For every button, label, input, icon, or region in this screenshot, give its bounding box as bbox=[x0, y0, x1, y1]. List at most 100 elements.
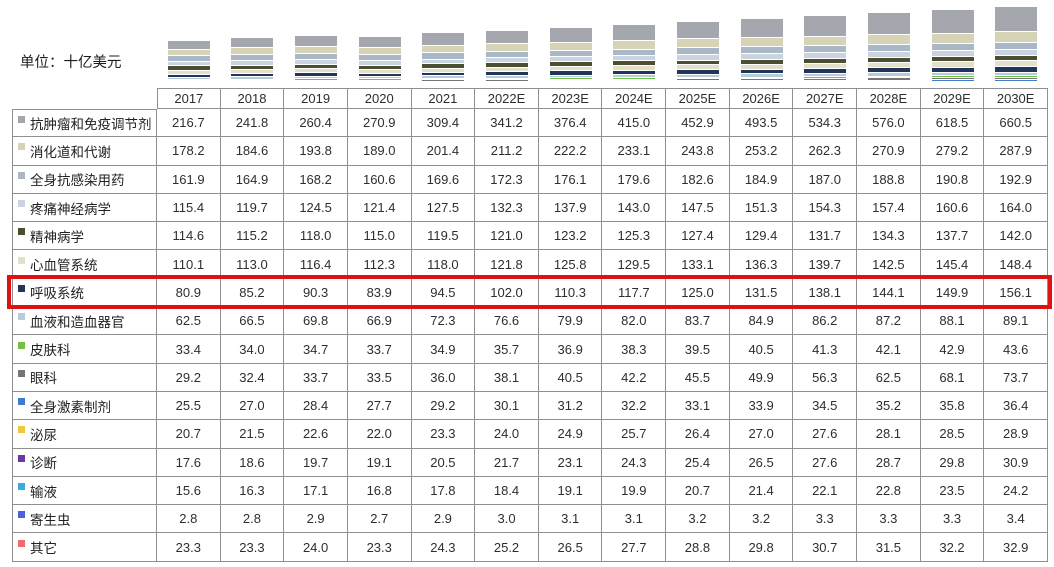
year-header-2024E: 2024E bbox=[602, 88, 667, 109]
value-cell: 134.3 bbox=[857, 222, 921, 251]
value-cell: 30.1 bbox=[475, 391, 539, 421]
value-cell: 161.9 bbox=[157, 165, 221, 194]
bar-segment bbox=[167, 83, 210, 85]
value-cell: 66.5 bbox=[220, 307, 285, 336]
value-cell: 23.3 bbox=[411, 420, 476, 449]
year-header-2017: 2017 bbox=[157, 88, 221, 109]
bar-segment bbox=[358, 84, 401, 85]
bar-segment bbox=[231, 81, 274, 83]
value-cell: 30.9 bbox=[984, 448, 1048, 477]
value-cell: 576.0 bbox=[857, 109, 921, 138]
bar-segment bbox=[613, 60, 656, 66]
bar-segment bbox=[167, 82, 210, 84]
bar-segment bbox=[486, 79, 529, 81]
value-cell: 33.5 bbox=[347, 363, 412, 392]
bar-segment bbox=[358, 60, 401, 65]
bar-segment bbox=[676, 83, 719, 84]
bar-segment bbox=[613, 74, 656, 78]
value-cell: 33.9 bbox=[729, 391, 794, 421]
bar-segment bbox=[422, 52, 465, 59]
bar-segment bbox=[995, 83, 1038, 85]
bar-segment bbox=[486, 82, 529, 84]
value-cell: 127.5 bbox=[411, 193, 476, 223]
year-header-2025E: 2025E bbox=[666, 88, 730, 109]
value-cell: 154.3 bbox=[793, 193, 858, 223]
bar bbox=[167, 40, 210, 85]
bar bbox=[995, 7, 1038, 85]
bar-segment bbox=[295, 75, 338, 79]
value-cell: 15.6 bbox=[157, 476, 221, 506]
bar-segment bbox=[231, 47, 274, 55]
series-marker-icon bbox=[18, 171, 25, 179]
value-cell: 188.8 bbox=[857, 165, 921, 194]
bar-segment bbox=[486, 80, 529, 82]
bar-segment bbox=[867, 75, 910, 78]
bar-segment bbox=[995, 76, 1038, 80]
value-cell: 618.5 bbox=[920, 109, 985, 138]
value-cell: 21.5 bbox=[220, 420, 285, 449]
bar-segment bbox=[740, 77, 783, 80]
table-row: 诊断 17.6 18.6 19.7 19.1 20.5 21.7 23.1 24.3 25.4 26… bbox=[12, 448, 1048, 477]
bar-segment bbox=[231, 54, 274, 61]
value-cell: 23.3 bbox=[347, 533, 412, 562]
value-cell: 82.0 bbox=[602, 307, 667, 336]
value-cell: 35.8 bbox=[920, 391, 985, 421]
value-cell: 24.3 bbox=[411, 533, 476, 562]
value-cell: 136.3 bbox=[729, 250, 794, 279]
value-cell: 28.7 bbox=[857, 448, 921, 477]
year-header-row: 2017 2018 2019 2020 2021 2022E 2023E 2024E 2025E… bbox=[12, 88, 1048, 109]
value-cell: 131.7 bbox=[793, 222, 858, 251]
value-cell: 41.3 bbox=[793, 335, 858, 364]
bar-segment bbox=[295, 80, 338, 82]
bar-segment bbox=[549, 56, 592, 62]
bar-segment bbox=[358, 37, 401, 48]
stacked-bar-2017 bbox=[157, 4, 221, 88]
bar-segment bbox=[486, 62, 529, 67]
value-cell: 32.4 bbox=[220, 363, 285, 392]
bar-segment bbox=[804, 67, 847, 73]
bar-segment bbox=[995, 55, 1038, 61]
value-cell: 279.2 bbox=[920, 137, 985, 166]
bar-segment bbox=[804, 62, 847, 68]
bar-segment bbox=[486, 71, 529, 75]
value-cell: 110.1 bbox=[157, 250, 221, 279]
bar bbox=[295, 36, 338, 85]
value-cell: 33.1 bbox=[666, 391, 730, 421]
value-cell: 190.8 bbox=[920, 165, 985, 194]
bar bbox=[486, 30, 529, 85]
stacked-bar-2028E bbox=[857, 4, 921, 88]
bar-segment bbox=[931, 32, 974, 44]
bar-segment bbox=[295, 68, 338, 73]
value-cell: 129.5 bbox=[602, 250, 667, 279]
value-cell: 87.2 bbox=[857, 307, 921, 336]
value-cell: 17.6 bbox=[157, 448, 221, 477]
value-cell: 22.1 bbox=[793, 476, 858, 506]
value-cell: 2.9 bbox=[411, 505, 476, 534]
value-cell: 110.3 bbox=[538, 278, 603, 308]
bar-segment bbox=[295, 63, 338, 69]
value-cell: 189.0 bbox=[347, 137, 412, 166]
value-cell: 3.1 bbox=[538, 505, 603, 534]
bar-segment bbox=[422, 58, 465, 64]
value-cell: 309.4 bbox=[411, 109, 476, 138]
value-cell: 118.0 bbox=[411, 250, 476, 279]
value-cell: 19.7 bbox=[284, 448, 348, 477]
value-cell: 27.6 bbox=[793, 448, 858, 477]
bar bbox=[231, 38, 274, 85]
value-cell: 178.2 bbox=[157, 137, 221, 166]
value-cell: 211.2 bbox=[475, 137, 539, 166]
value-cell: 94.5 bbox=[411, 278, 476, 308]
bar-segment bbox=[231, 38, 274, 48]
value-cell: 20.5 bbox=[411, 448, 476, 477]
bar-segment bbox=[167, 81, 210, 83]
forecast-table: 单位：十亿美元 2017 2018 2019 2020 2021 2022E 2023E 20… bbox=[7, 4, 1052, 562]
value-cell: 24.2 bbox=[984, 476, 1048, 506]
row-label-cell: 寄生虫 bbox=[12, 505, 157, 534]
bar-segment bbox=[231, 68, 274, 74]
bar-segment bbox=[422, 81, 465, 83]
row-label-cell: 全身抗感染用药 bbox=[12, 165, 157, 194]
bar-segment bbox=[231, 82, 274, 84]
bar-segment bbox=[358, 68, 401, 73]
value-cell: 121.0 bbox=[475, 222, 539, 251]
series-marker-icon bbox=[18, 398, 25, 406]
